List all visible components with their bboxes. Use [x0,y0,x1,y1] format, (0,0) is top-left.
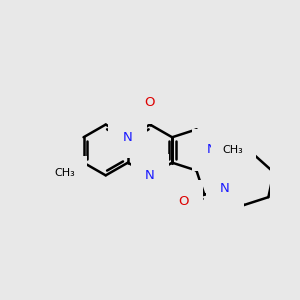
Text: N: N [145,169,155,182]
Text: O: O [178,195,189,208]
Text: O: O [145,97,155,110]
Text: CH₃: CH₃ [54,169,75,178]
Text: N: N [123,131,133,144]
Text: N: N [220,182,230,194]
Text: CH₃: CH₃ [223,145,244,155]
Text: N: N [207,143,216,157]
